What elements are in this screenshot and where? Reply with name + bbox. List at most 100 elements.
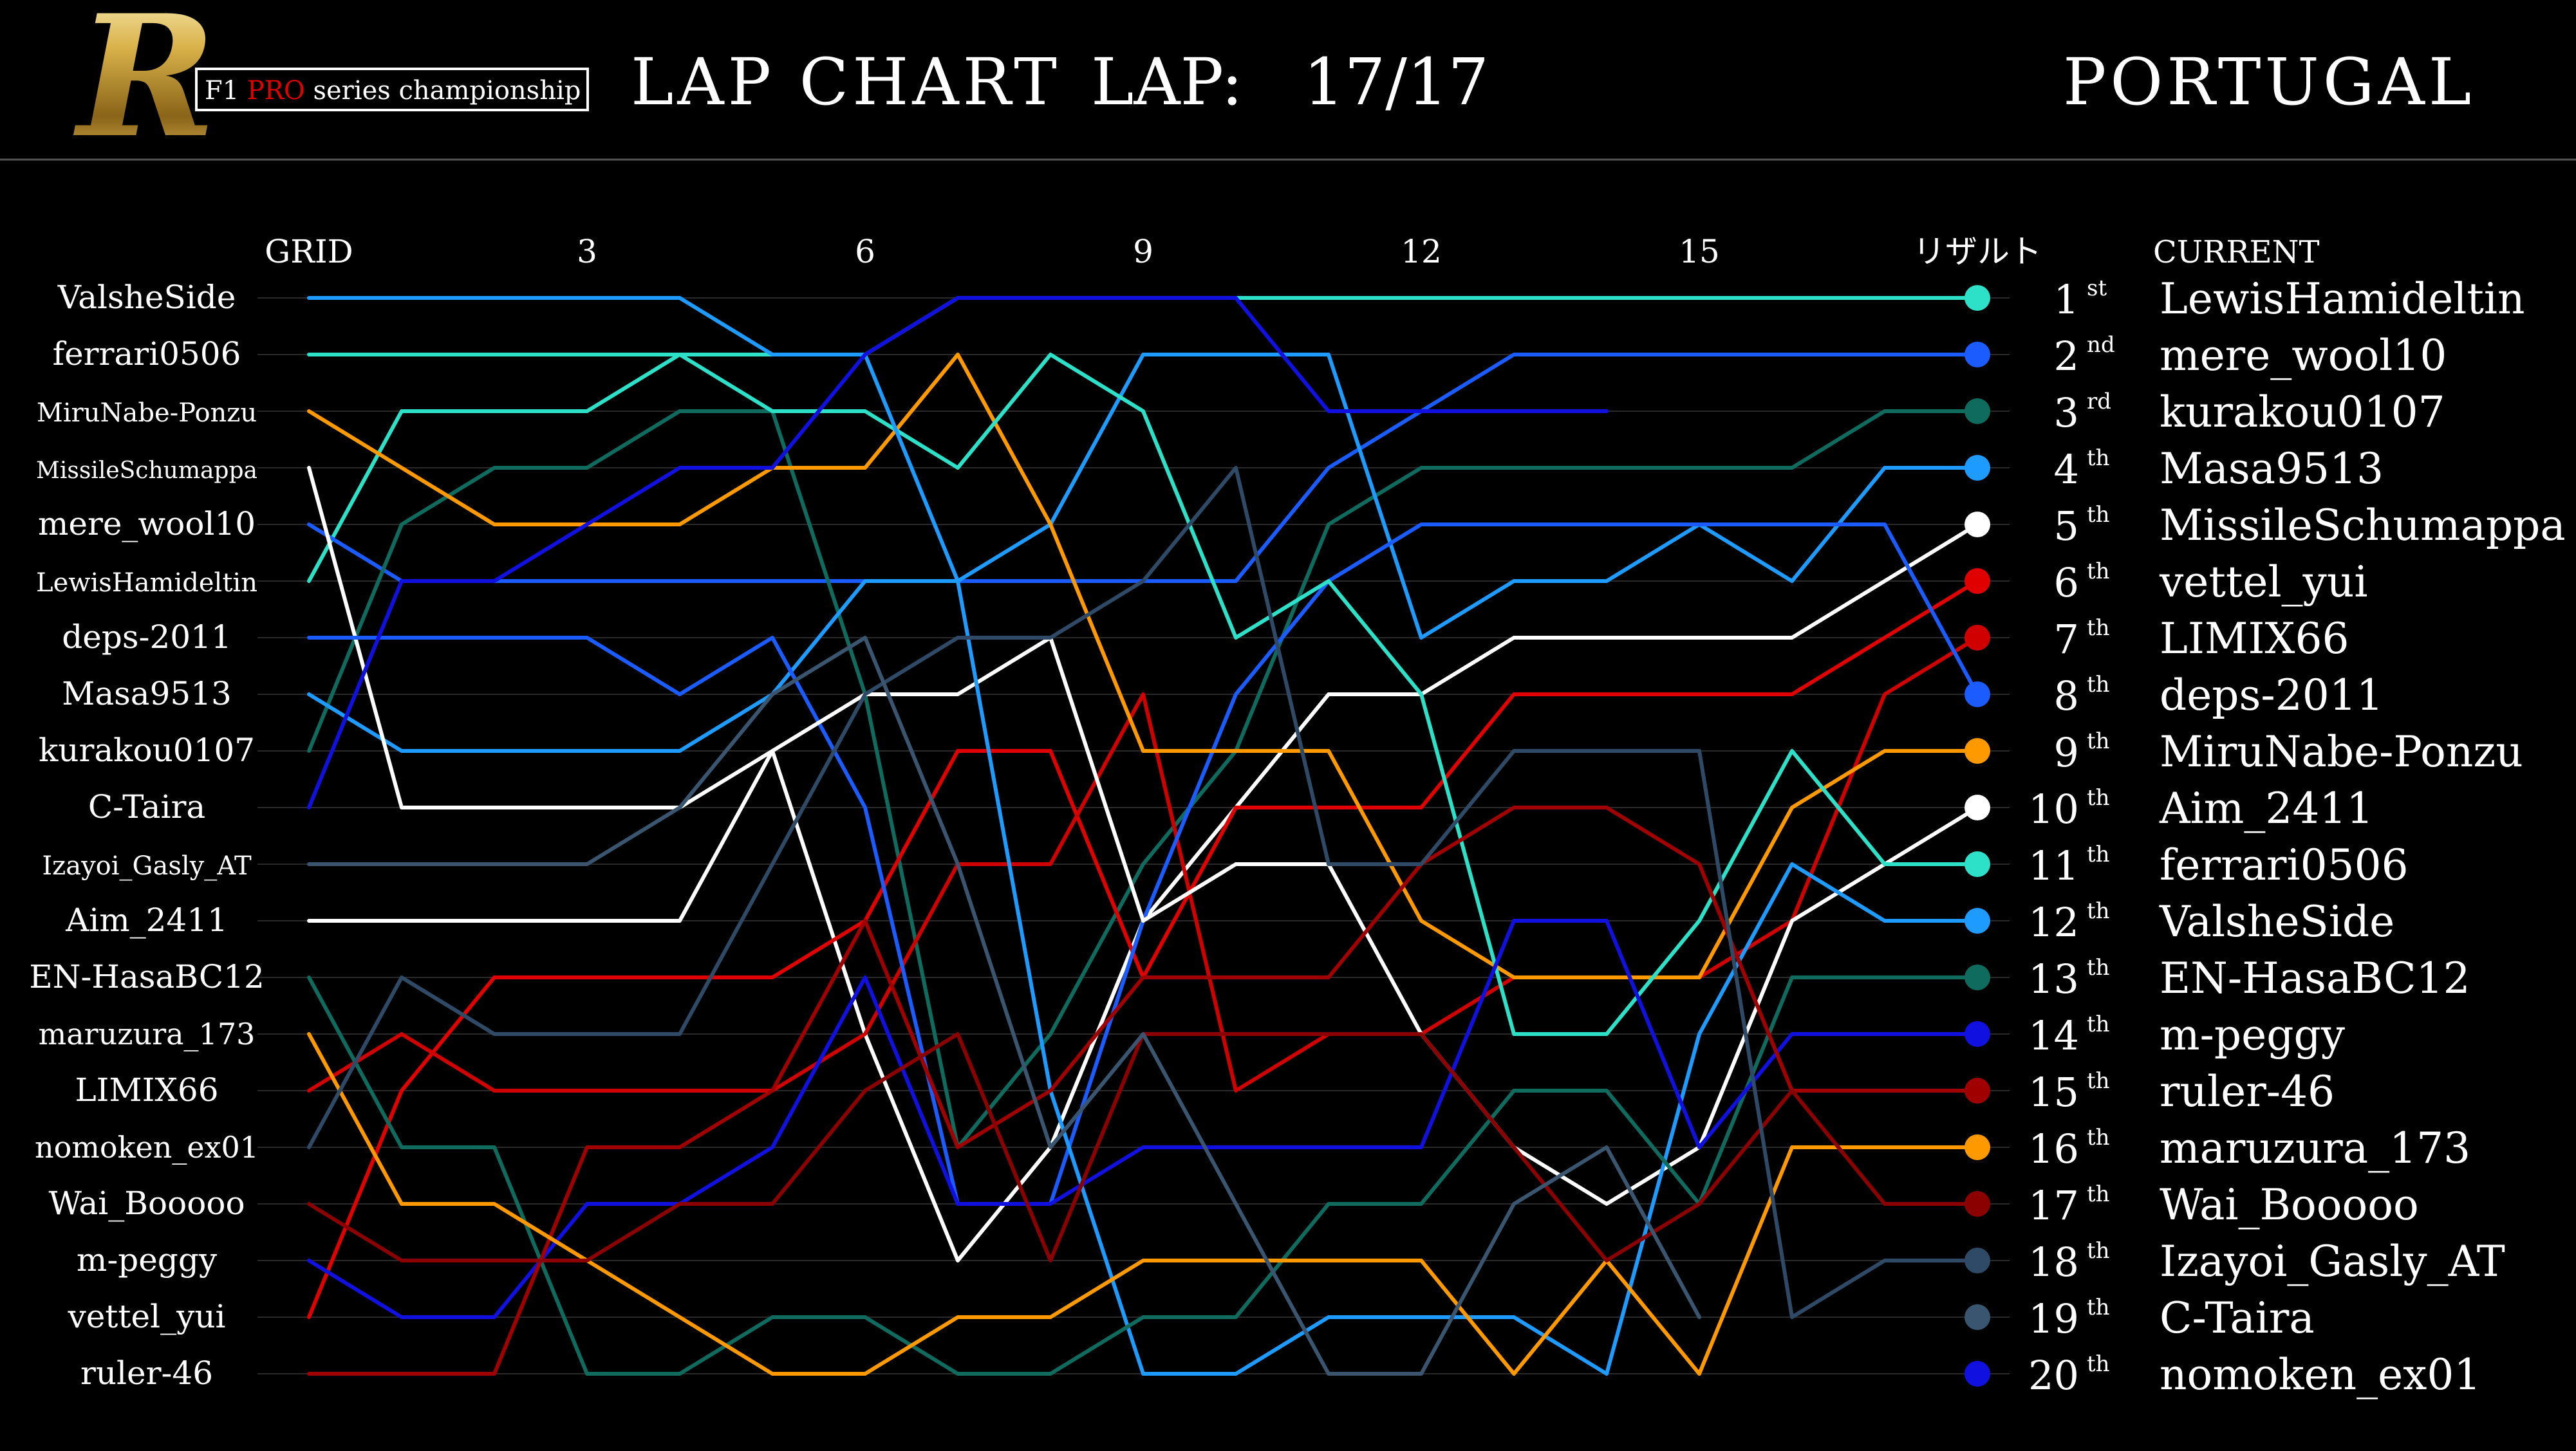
grid-driver-label: ferrari0506 (53, 335, 241, 373)
grid-driver-label: mere_wool10 (38, 505, 256, 542)
result-position-suffix: th (2087, 445, 2110, 471)
x-tick-label: 3 (577, 233, 597, 270)
logo-text-frame (195, 68, 589, 111)
x-axis-ticks: GRID 3 6 9 12 15 リザルト (265, 233, 2042, 270)
result-marker (1965, 1021, 1990, 1047)
grid-driver-label: ValsheSide (57, 279, 236, 316)
result-position-suffix: th (2087, 672, 2110, 698)
result-driver-name: Izayoi_Gasly_AT (2160, 1237, 2505, 1286)
result-driver-name: LewisHamideltin (2160, 274, 2525, 324)
grid-driver-label: EN-HasaBC12 (29, 958, 265, 995)
result-position-suffix: th (2087, 1238, 2110, 1264)
result-driver-names: LewisHamideltin mere_wool10 kurakou0107 Mas… (2159, 274, 2566, 1400)
result-position-suffix: rd (2087, 389, 2111, 414)
x-tick-label: GRID (265, 233, 353, 270)
current-column-label: CURRENT (2153, 234, 2320, 270)
series-line-LewisHamideltin (307, 296, 1979, 583)
result-driver-name: Wai_Booooo (2160, 1180, 2419, 1230)
result-driver-name: MiruNabe-Ponzu (2160, 727, 2523, 777)
result-position: 6 (2054, 559, 2079, 606)
series-line-ValsheSide (307, 296, 1979, 1376)
result-driver-name: EN-HasaBC12 (2160, 954, 2470, 1003)
result-position: 8 (2054, 672, 2079, 719)
grid-driver-label: nomoken_ex01 (35, 1130, 259, 1165)
result-driver-name: ferrari0506 (2160, 840, 2409, 890)
grid-driver-label: Wai_Booooo (48, 1185, 245, 1222)
x-tick-label: 15 (1679, 233, 1720, 270)
grid-driver-label: MiruNabe-Ponzu (37, 398, 257, 428)
result-position-suffix: st (2087, 275, 2107, 301)
result-position: 3 (2054, 389, 2079, 436)
result-position: 5 (2054, 503, 2079, 550)
grid-driver-label: ruler-46 (80, 1354, 213, 1392)
result-position: 2 (2054, 333, 2079, 380)
result-position-suffix: th (2087, 728, 2110, 754)
result-position-suffix: nd (2087, 332, 2115, 358)
result-positions: 1 st 2 nd 3 rd 4 th 5 th 6 th 7 th 8 th 9 th 10 th 11 th 12 th 1… (2028, 275, 2115, 1399)
result-marker (1965, 1361, 1990, 1387)
result-position-suffix: th (2087, 898, 2110, 924)
result-position: 16 (2028, 1125, 2079, 1172)
x-tick-label: 12 (1401, 233, 1442, 270)
result-position-suffix: th (2087, 615, 2110, 641)
result-marker (1965, 568, 1990, 594)
result-driver-name: vettel_yui (2159, 557, 2367, 607)
result-driver-name: C-Taira (2160, 1293, 2315, 1343)
result-position: 4 (2054, 446, 2079, 493)
grid-driver-label: m-peggy (77, 1241, 218, 1279)
series-line-m-peggy (307, 919, 1979, 1319)
result-position-suffix: th (2087, 1181, 2110, 1207)
result-position: 15 (2028, 1069, 2079, 1116)
result-marker (1965, 1134, 1990, 1160)
grid-driver-label: C-Taira (88, 788, 205, 826)
result-marker (1965, 681, 1990, 707)
result-markers (1965, 285, 1990, 1387)
result-driver-name: LIMIX66 (2160, 614, 2349, 663)
grid-driver-label: vettel_yui (67, 1298, 225, 1335)
result-position: 11 (2028, 842, 2079, 889)
result-position-suffix: th (2087, 1012, 2110, 1037)
result-position-suffix: th (2087, 785, 2110, 811)
lap-value: 17/17 (1303, 44, 1489, 120)
result-driver-name: m-peggy (2160, 1010, 2346, 1060)
logo: R F1 PRO series championship (72, 0, 589, 175)
result-marker (1965, 965, 1990, 990)
result-position-suffix: th (2087, 1351, 2110, 1377)
page-title: LAP CHART (631, 44, 1061, 120)
logo-text: F1 PRO series championship (205, 76, 581, 106)
series-line-vettel_yui (307, 579, 1979, 1319)
result-marker (1965, 1304, 1990, 1330)
series-line-nomoken_ex01 (307, 296, 1609, 809)
result-position-suffix: th (2087, 559, 2110, 584)
grid-driver-label: Izayoi_Gasly_AT (42, 851, 252, 881)
result-marker (1965, 455, 1990, 481)
result-marker (1965, 738, 1990, 764)
x-tick-label: 9 (1133, 233, 1153, 270)
grid-driver-label: LIMIX66 (75, 1071, 218, 1109)
result-marker (1965, 795, 1990, 820)
result-driver-name: deps-2011 (2160, 670, 2384, 720)
series-line-C-Taira (307, 636, 1701, 1376)
result-position-suffix: th (2087, 1295, 2110, 1320)
result-marker (1965, 625, 1990, 651)
result-position-suffix: th (2087, 955, 2110, 981)
grid-driver-label: kurakou0107 (39, 732, 255, 769)
result-driver-name: Aim_2411 (2159, 784, 2373, 833)
series-line-MiruNabe-Ponzu (307, 353, 1979, 979)
result-marker (1965, 1191, 1990, 1217)
result-position: 20 (2028, 1352, 2079, 1399)
series-line-Izayoi_Gasly_AT (307, 466, 1979, 1319)
result-position: 19 (2028, 1295, 2079, 1342)
grid-driver-labels: ValsheSide ferrari0506 MiruNabe-Ponzu Missi… (29, 279, 265, 1392)
result-position: 13 (2028, 956, 2079, 1003)
result-position-suffix: th (2087, 502, 2110, 528)
result-position-suffix: th (2087, 842, 2110, 867)
result-marker (1965, 851, 1990, 877)
result-position: 17 (2028, 1182, 2079, 1229)
result-driver-name: maruzura_173 (2160, 1123, 2470, 1173)
result-marker (1965, 285, 1990, 311)
result-marker (1965, 1248, 1990, 1273)
result-driver-name: nomoken_ex01 (2160, 1350, 2481, 1400)
result-marker (1965, 398, 1990, 424)
